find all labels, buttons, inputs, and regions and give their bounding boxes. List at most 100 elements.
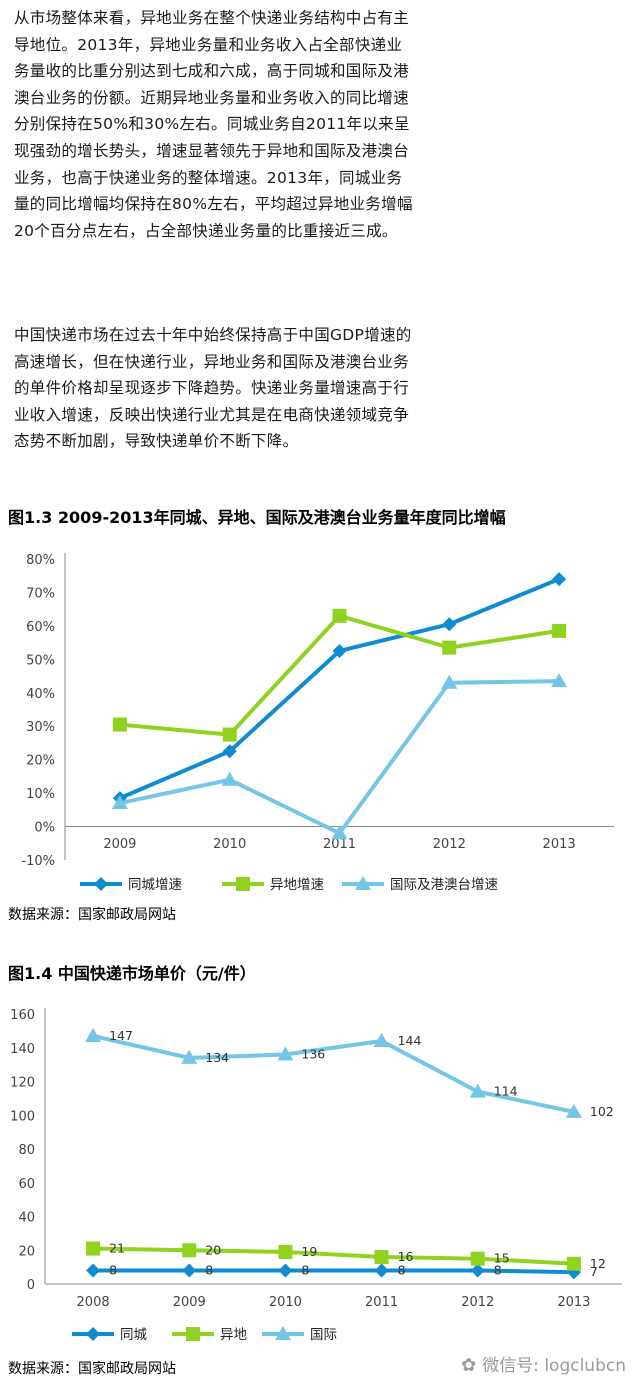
data-label: 114 — [494, 1084, 518, 1099]
body-paragraph-1: 从市场整体来看，异地业务在整个快递业务结构中占有主导地位。2013年，异地业务量… — [14, 9, 413, 240]
y-tick-label: 50% — [26, 653, 55, 668]
y-tick-label: 0 — [27, 1278, 35, 1293]
x-tick-label: 2010 — [213, 837, 246, 852]
data-point — [181, 1049, 198, 1064]
x-tick-label: 2013 — [543, 837, 576, 852]
y-tick-label: 70% — [26, 586, 55, 601]
y-tick-label: 10% — [26, 787, 55, 802]
data-point — [373, 1033, 390, 1047]
y-tick-label: 20 — [18, 1244, 35, 1259]
data-point — [86, 1263, 101, 1278]
data-point — [374, 1263, 389, 1278]
legend-item: 国际及港澳台增速 — [342, 876, 498, 893]
data-point — [332, 643, 347, 658]
x-tick-label: 2011 — [323, 837, 356, 852]
legend-label: 同城增速 — [128, 877, 182, 893]
series-line — [93, 1268, 574, 1275]
x-tick-label: 2009 — [173, 1295, 206, 1310]
series-line — [92, 1033, 575, 1114]
data-point — [182, 1263, 197, 1278]
y-tick-label: 0% — [34, 821, 55, 836]
chart-1-3-yoy-growth: -10% 0% 10% 20% 30% 40% 50% 60% 70% 80% 2009 2010 20… — [21, 553, 614, 893]
data-label: 102 — [590, 1104, 614, 1119]
data-point — [374, 1250, 389, 1264]
data-point — [222, 744, 237, 759]
data-point — [470, 1251, 485, 1266]
data-point — [551, 673, 568, 688]
watermark-text: 微信号: logclubcn — [482, 1356, 626, 1376]
series-3: 147 134 136 144 114 102 — [85, 1027, 614, 1119]
legend-marker — [86, 1327, 100, 1341]
y-tick-label: 80% — [26, 553, 55, 568]
y-tick-label: 100 — [10, 1109, 35, 1124]
legend-marker — [94, 877, 108, 891]
series-1: 8 8 8 8 8 7 — [86, 1263, 598, 1280]
data-point — [566, 1256, 581, 1271]
data-label: 8 — [205, 1263, 213, 1278]
data-point — [552, 572, 567, 587]
data-label: 136 — [301, 1047, 325, 1062]
data-label: 16 — [398, 1249, 414, 1264]
series-2: 21 20 19 16 15 12 — [86, 1241, 606, 1271]
y-tick-label: 20% — [26, 754, 55, 769]
data-label: 21 — [109, 1241, 125, 1256]
data-label: 15 — [494, 1251, 510, 1266]
figure-1-3-title: 图1.3 2009-2013年同城、异地、国际及港澳台业务量年度同比增幅 — [8, 508, 506, 527]
data-label: 19 — [301, 1244, 317, 1259]
x-tick-label: 2010 — [269, 1295, 302, 1310]
y-tick-label: 60% — [26, 620, 55, 635]
legend-item: 异地增速 — [222, 877, 324, 893]
series-line — [119, 613, 560, 737]
x-tick-label: 2013 — [557, 1295, 590, 1310]
data-point — [86, 1241, 101, 1256]
data-point — [565, 1103, 582, 1118]
legend-marker — [186, 1327, 200, 1341]
y-tick-label: 80 — [18, 1143, 35, 1158]
figure-1-4-source: 数据来源：国家邮政局网站 — [8, 1361, 176, 1377]
data-point — [111, 795, 128, 810]
data-label: 147 — [109, 1028, 133, 1043]
legend-label: 异地增速 — [270, 877, 324, 893]
legend-marker — [355, 876, 371, 890]
figure-1-3-source: 数据来源：国家邮政局网站 — [8, 907, 176, 923]
data-point — [221, 771, 238, 786]
x-tick-label: 2008 — [77, 1295, 110, 1310]
legend-label: 异地 — [220, 1327, 247, 1343]
series-line — [119, 679, 560, 836]
x-tick-label: 2012 — [461, 1295, 494, 1310]
data-point — [222, 727, 237, 742]
data-point — [182, 1243, 197, 1258]
y-tick-label: 120 — [10, 1076, 35, 1091]
data-label: 8 — [301, 1263, 309, 1278]
data-point — [85, 1027, 102, 1042]
x-tick-label: 2011 — [365, 1295, 398, 1310]
data-point — [441, 674, 458, 689]
legend-label: 国际及港澳台增速 — [390, 877, 498, 893]
wechat-icon: ✿ — [461, 1355, 477, 1376]
data-point — [277, 1046, 294, 1061]
data-point — [442, 640, 457, 655]
data-point — [332, 608, 347, 623]
y-tick-label: 30% — [26, 720, 55, 735]
data-label: 8 — [398, 1263, 406, 1278]
legend-marker — [236, 877, 250, 891]
body-paragraph-2: 中国快递市场在过去十年中始终保持高于中国GDP增速的高速增长，但在快递行业，异地… — [14, 326, 412, 451]
series-2 — [112, 608, 567, 742]
y-tick-label: 140 — [10, 1042, 35, 1057]
data-point — [278, 1263, 293, 1278]
x-tick-label: 2012 — [433, 837, 466, 852]
legend-item: 同城增速 — [80, 877, 182, 893]
series-line — [93, 1246, 575, 1266]
data-label: 8 — [494, 1263, 502, 1278]
data-point — [442, 617, 457, 632]
legend-item: 国际 — [262, 1326, 337, 1343]
data-label: 8 — [109, 1263, 117, 1278]
data-label: 20 — [205, 1242, 221, 1257]
data-point — [112, 717, 127, 732]
data-point — [278, 1244, 293, 1259]
legend-label: 同城 — [120, 1327, 147, 1343]
legend-label: 国际 — [310, 1327, 337, 1343]
data-point — [331, 825, 348, 840]
data-label: 134 — [205, 1050, 229, 1065]
